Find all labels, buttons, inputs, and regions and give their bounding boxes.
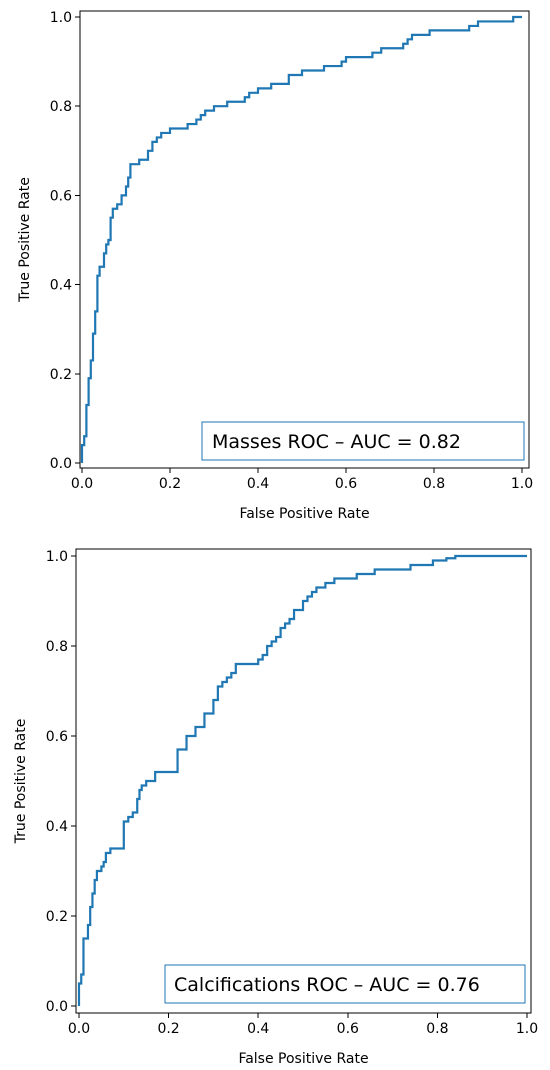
y-ticks: 0.0 0.2 0.4 0.6 0.8 1.0	[46, 549, 76, 1015]
x-ticks: 0.0 0.2 0.4 0.6 0.8 1.0	[68, 1013, 538, 1037]
roc-chart-masses: 0.0 0.2 0.4 0.6 0.8 1.0 0.0 0.2 0.4 0.6 0.8 1.0 Fa…	[17, 10, 533, 522]
y-tick-label: 1.0	[50, 10, 72, 26]
y-tick-label: 0.0	[50, 456, 72, 472]
plot-area-frame	[79, 10, 530, 469]
y-tick-label: 0.2	[50, 367, 72, 383]
x-axis-label: False Positive Rate	[238, 1051, 368, 1067]
x-tick-label: 0.8	[423, 476, 445, 492]
x-tick-label: 0.6	[335, 476, 357, 492]
y-axis-label: True Positive Rate	[13, 719, 29, 845]
plot-area-frame	[75, 548, 532, 1014]
x-axis-label: False Positive Rate	[239, 506, 369, 522]
y-ticks: 0.0 0.2 0.4 0.6 0.8 1.0	[50, 10, 80, 472]
y-axis-label: True Positive Rate	[17, 177, 33, 303]
y-tick-label: 0.6	[46, 729, 68, 745]
y-tick-label: 0.2	[46, 909, 68, 925]
x-tick-label: 0.0	[71, 476, 93, 492]
legend-box	[164, 964, 526, 1004]
x-ticks: 0.0 0.2 0.4 0.6 0.8 1.0	[71, 468, 533, 492]
legend-box	[201, 421, 525, 461]
roc-chart-calcifications: 0.0 0.2 0.4 0.6 0.8 1.0 0.0 0.2 0.4 0.6 0.8 1.0 Fa…	[13, 548, 538, 1067]
x-tick-label: 0.2	[157, 1021, 179, 1037]
y-tick-label: 0.6	[50, 188, 72, 204]
x-tick-label: 0.4	[247, 476, 269, 492]
y-tick-label: 1.0	[46, 549, 68, 565]
y-tick-label: 0.8	[46, 639, 68, 655]
x-tick-label: 1.0	[516, 1021, 538, 1037]
y-tick-label: 0.0	[46, 999, 68, 1015]
legend-label: Masses ROC – AUC = 0.82	[212, 431, 461, 453]
y-tick-label: 0.4	[50, 278, 72, 294]
roc-curve-calcifications	[77, 554, 527, 1006]
y-tick-label: 0.4	[46, 819, 68, 835]
y-tick-label: 0.8	[50, 99, 72, 115]
x-tick-label: 1.0	[511, 476, 533, 492]
x-tick-label: 0.6	[337, 1021, 359, 1037]
x-tick-label: 0.8	[426, 1021, 448, 1037]
x-tick-label: 0.0	[68, 1021, 90, 1037]
legend-label: Calcifications ROC – AUC = 0.76	[174, 974, 480, 996]
x-tick-label: 0.2	[159, 476, 181, 492]
roc-curve-masses	[80, 15, 522, 463]
x-tick-label: 0.4	[247, 1021, 269, 1037]
